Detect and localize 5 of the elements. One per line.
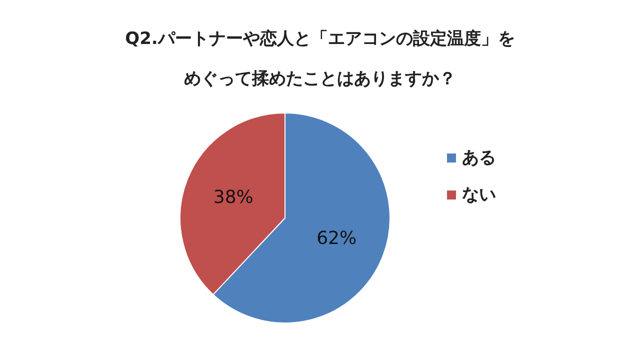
legend-label: ない bbox=[462, 185, 496, 205]
data-label: 62% bbox=[316, 228, 357, 249]
legend-label: ある bbox=[462, 148, 496, 168]
chart-title: Q2.パートナーや恋人と「エアコンの設定温度」をめぐって揉めたことはありますか？ bbox=[125, 29, 515, 89]
data-label: 38% bbox=[213, 187, 254, 208]
